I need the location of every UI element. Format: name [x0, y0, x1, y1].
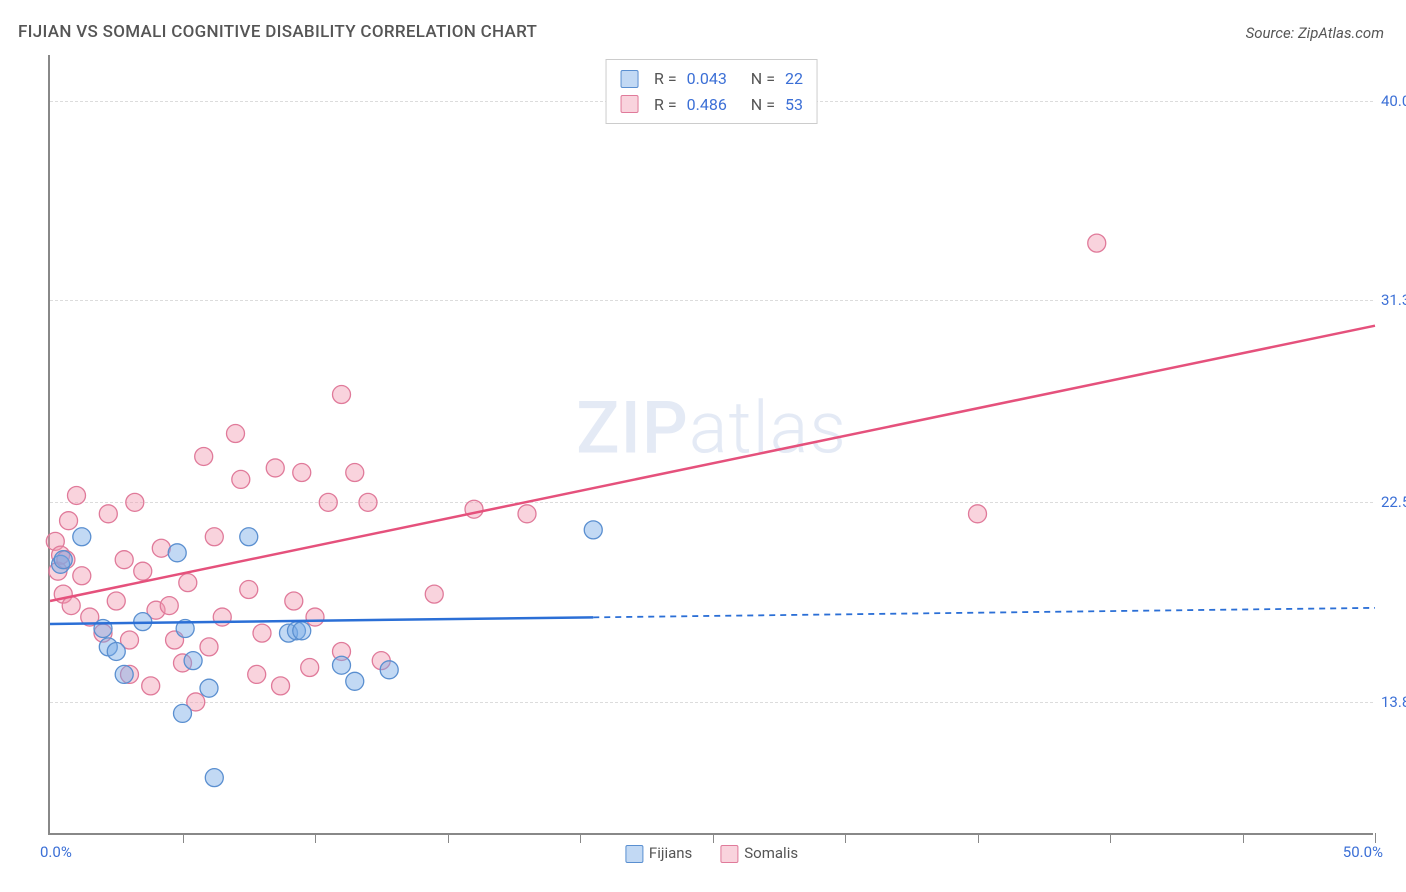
data-point	[333, 656, 351, 674]
y-tick-label: 13.8%	[1381, 693, 1406, 711]
x-axis-max-label: 50.0%	[1343, 843, 1383, 861]
data-point	[232, 470, 250, 488]
data-point	[62, 597, 80, 615]
data-point	[359, 493, 377, 511]
data-point	[174, 704, 192, 722]
y-tick-label: 40.0%	[1381, 92, 1406, 110]
data-point	[319, 493, 337, 511]
source-attribution: Source: ZipAtlas.com	[1246, 24, 1384, 42]
data-point	[60, 512, 78, 530]
n-label: N =	[751, 66, 775, 92]
stats-row-fijians: R = 0.043 N = 22	[620, 66, 803, 92]
data-point	[107, 642, 125, 660]
x-tick	[845, 833, 846, 843]
trend-line	[50, 326, 1375, 601]
r-label: R =	[654, 66, 677, 92]
data-point	[425, 585, 443, 603]
data-point	[200, 679, 218, 697]
data-point	[266, 459, 284, 477]
data-point	[584, 521, 602, 539]
r-label: R =	[654, 92, 677, 118]
fijians-r-value: 0.043	[687, 66, 727, 92]
y-tick-label: 31.3%	[1381, 291, 1406, 309]
data-point	[1088, 234, 1106, 252]
somalis-label: Somalis	[744, 844, 798, 862]
data-point	[293, 464, 311, 482]
data-point	[306, 608, 324, 626]
somalis-swatch	[720, 845, 738, 863]
stats-row-somalis: R = 0.486 N = 53	[620, 92, 803, 118]
x-tick	[448, 833, 449, 843]
data-point	[272, 677, 290, 695]
chart-title: FIJIAN VS SOMALI COGNITIVE DISABILITY CO…	[18, 22, 537, 42]
data-point	[518, 505, 536, 523]
somalis-r-value: 0.486	[687, 92, 727, 118]
data-point	[179, 574, 197, 592]
data-point	[253, 624, 271, 642]
data-point	[333, 386, 351, 404]
x-tick	[1243, 833, 1244, 843]
x-tick	[1110, 833, 1111, 843]
data-point	[99, 505, 117, 523]
legend-item-fijians: Fijians	[625, 844, 692, 863]
fijians-n-value: 22	[785, 66, 803, 92]
fijians-swatch	[625, 845, 643, 863]
data-point	[346, 672, 364, 690]
data-point	[142, 677, 160, 695]
x-axis-min-label: 0.0%	[40, 843, 72, 861]
data-point	[240, 528, 258, 546]
data-point	[115, 665, 133, 683]
x-tick	[1375, 833, 1376, 843]
data-point	[200, 638, 218, 656]
somalis-swatch	[620, 95, 638, 113]
data-point	[465, 500, 483, 518]
x-tick	[315, 833, 316, 843]
y-tick-label: 22.5%	[1381, 493, 1406, 511]
data-point	[115, 551, 133, 569]
data-point	[168, 544, 186, 562]
series-legend: Fijians Somalis	[625, 844, 798, 863]
chart-plot-area: ZIPatlas 13.8%22.5%31.3%40.0% R = 0.043 …	[48, 55, 1373, 835]
x-tick	[183, 833, 184, 843]
data-point	[969, 505, 987, 523]
data-point	[285, 592, 303, 610]
data-point	[152, 539, 170, 557]
data-point	[73, 567, 91, 585]
data-point	[184, 652, 202, 670]
data-point	[293, 622, 311, 640]
data-point	[240, 581, 258, 599]
data-point	[301, 659, 319, 677]
stats-legend-box: R = 0.043 N = 22 R = 0.486 N = 53	[605, 59, 818, 124]
data-point	[54, 551, 72, 569]
data-point	[107, 592, 125, 610]
somalis-n-value: 53	[785, 92, 803, 118]
legend-item-somalis: Somalis	[720, 844, 798, 863]
x-tick	[580, 833, 581, 843]
x-tick	[713, 833, 714, 843]
fijians-swatch	[620, 70, 638, 88]
data-point	[160, 597, 178, 615]
scatter-svg	[50, 55, 1373, 833]
fijians-label: Fijians	[649, 844, 692, 862]
data-point	[68, 486, 86, 504]
data-point	[248, 665, 266, 683]
n-label: N =	[751, 92, 775, 118]
data-point	[126, 493, 144, 511]
data-point	[380, 661, 398, 679]
x-tick	[978, 833, 979, 843]
data-point	[195, 447, 213, 465]
data-point	[227, 425, 245, 443]
data-point	[205, 769, 223, 787]
data-point	[346, 464, 364, 482]
data-point	[73, 528, 91, 546]
data-point	[213, 608, 231, 626]
trend-line	[593, 608, 1375, 617]
data-point	[134, 562, 152, 580]
data-point	[205, 528, 223, 546]
